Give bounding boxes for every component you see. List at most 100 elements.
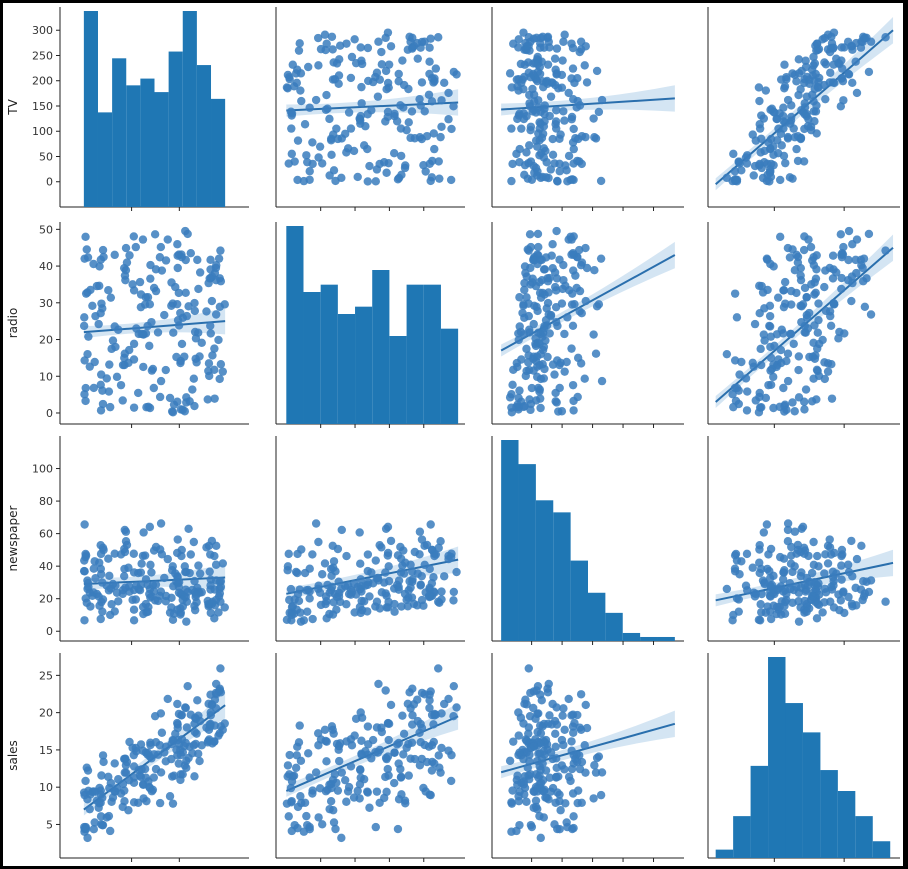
scatter-point xyxy=(577,798,586,808)
scatter-point xyxy=(864,67,874,77)
scatter-point xyxy=(837,284,846,294)
scatter-point xyxy=(570,299,579,309)
scatter-point xyxy=(343,787,353,796)
scatter-point xyxy=(837,250,846,259)
scatter-point xyxy=(320,725,330,735)
scatter-point xyxy=(121,761,131,770)
scatter-point xyxy=(434,33,443,42)
scatter-point xyxy=(808,256,817,265)
scatter-point xyxy=(799,157,809,166)
scatter-point xyxy=(178,405,187,415)
scatter-point xyxy=(288,601,297,611)
scatter-point xyxy=(827,32,836,41)
scatter-point xyxy=(425,690,434,699)
scatter-point xyxy=(553,177,562,186)
scatter-point xyxy=(178,595,187,605)
scatter-point xyxy=(381,589,390,598)
scatter-point xyxy=(548,263,557,273)
scatter-point xyxy=(365,161,374,171)
scatter-point xyxy=(297,96,306,106)
scatter-point xyxy=(597,95,607,105)
scatter-point xyxy=(452,567,461,577)
y-axis-label-radio: radio xyxy=(6,308,20,339)
scatter-point xyxy=(555,167,564,176)
y-tick-label: 300 xyxy=(32,24,53,37)
scatter-point xyxy=(837,74,846,83)
scatter-point xyxy=(780,84,789,93)
scatter-point xyxy=(561,799,570,808)
scatter-point xyxy=(807,397,817,406)
scatter-point xyxy=(557,735,567,745)
scatter-point xyxy=(536,394,545,403)
scatter-point xyxy=(394,738,403,748)
scatter-point xyxy=(104,387,114,396)
scatter-point xyxy=(539,265,549,274)
scatter-point xyxy=(353,786,362,796)
scatter-point xyxy=(766,353,776,363)
scatter-point xyxy=(536,690,545,699)
scatter-point xyxy=(139,362,148,372)
scatter-point xyxy=(305,594,314,603)
scatter-point xyxy=(121,243,131,253)
scatter-point xyxy=(535,749,545,758)
scatter-point xyxy=(814,339,824,349)
scatter-point xyxy=(337,768,346,777)
scatter-point xyxy=(512,402,521,412)
scatter-point xyxy=(761,86,771,95)
scatter-point xyxy=(206,265,215,274)
hist-bar-TV xyxy=(83,11,98,207)
scatter-point xyxy=(567,711,576,720)
scatter-point xyxy=(343,144,353,153)
scatter-point xyxy=(397,602,406,611)
scatter-point xyxy=(837,545,847,555)
scatter-point xyxy=(371,556,380,565)
scatter-point xyxy=(820,584,829,593)
scatter-point xyxy=(173,579,183,588)
scatter-point xyxy=(363,788,372,797)
scatter-point xyxy=(525,141,534,150)
scatter-point xyxy=(143,748,153,757)
scatter-point xyxy=(829,581,838,590)
scatter-point xyxy=(551,117,561,126)
scatter-point xyxy=(821,60,831,69)
scatter-point xyxy=(571,271,580,280)
scatter-point xyxy=(524,311,533,321)
plot-frame: 0 50 100 150 200 250 300 TV 0 10 20 30 40 50 radio 0 20 4… xyxy=(3,3,903,866)
scatter-point xyxy=(766,614,776,624)
scatter-point xyxy=(743,387,752,396)
scatter-point xyxy=(444,88,453,98)
scatter-point xyxy=(382,754,391,764)
scatter-point xyxy=(759,528,769,537)
scatter-point xyxy=(427,766,437,775)
scatter-point xyxy=(559,37,568,46)
scatter-point xyxy=(760,336,769,345)
scatter-point xyxy=(742,406,752,415)
panel-newspaper-vs-sales xyxy=(715,519,894,626)
scatter-point xyxy=(862,577,871,586)
scatter-point xyxy=(533,167,542,176)
scatter-point xyxy=(156,376,166,386)
scatter-point xyxy=(790,562,799,571)
scatter-point xyxy=(837,575,846,584)
scatter-point xyxy=(383,548,393,558)
scatter-point xyxy=(321,45,330,55)
scatter-point xyxy=(526,263,535,273)
scatter-point xyxy=(522,293,531,302)
scatter-point xyxy=(189,741,199,750)
scatter-point xyxy=(798,522,808,532)
scatter-point xyxy=(856,585,866,594)
scatter-point xyxy=(382,168,391,177)
y-tick-label: 15 xyxy=(39,744,53,757)
scatter-point xyxy=(346,590,356,599)
scatter-point xyxy=(373,92,383,101)
scatter-point xyxy=(809,61,818,70)
scatter-point xyxy=(546,92,556,101)
scatter-point xyxy=(165,792,175,801)
scatter-point xyxy=(300,120,310,129)
scatter-point xyxy=(837,273,846,283)
scatter-point xyxy=(363,144,372,154)
scatter-point xyxy=(131,595,141,604)
scatter-point xyxy=(295,39,304,48)
scatter-point xyxy=(173,735,183,745)
scatter-point xyxy=(212,541,221,551)
